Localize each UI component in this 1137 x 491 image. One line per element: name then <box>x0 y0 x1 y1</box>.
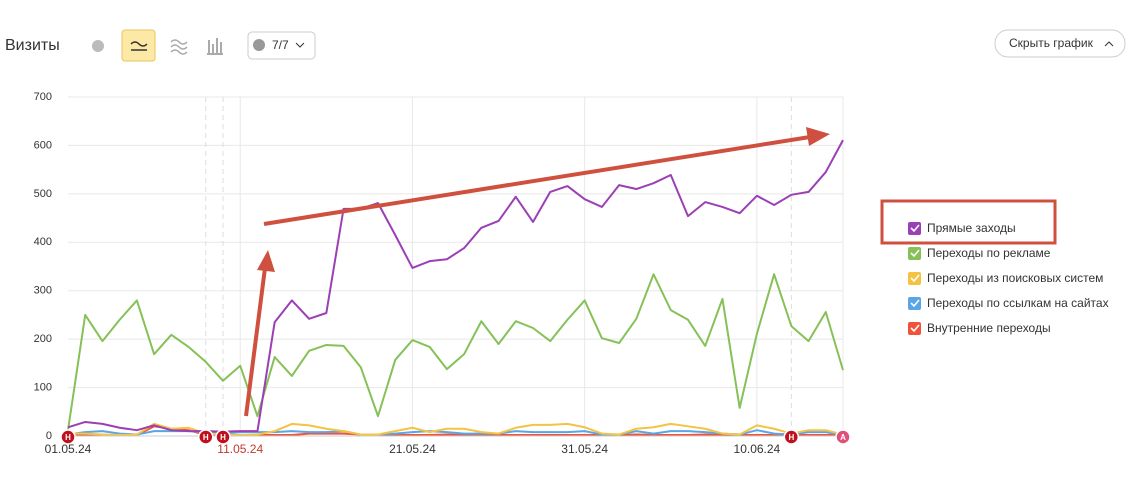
legend-checkbox[interactable] <box>908 297 921 310</box>
y-tick-label: 0 <box>46 430 52 442</box>
arrowhead <box>806 127 830 146</box>
legend-checkbox[interactable] <box>908 247 921 260</box>
event-label: Н <box>788 433 794 442</box>
legend-label: Переходы по ссылкам на сайтах <box>927 296 1109 310</box>
legend-label: Внутренние переходы <box>927 321 1051 335</box>
filter-label: 7/7 <box>272 38 289 52</box>
plot: 0 100 200 300 400 500 600 700 01.05.24 11.05.24 21… <box>34 91 1109 456</box>
legend-label: Прямые заходы <box>927 221 1016 235</box>
x-tick-label: 21.05.24 <box>389 442 436 456</box>
y-tick-label: 200 <box>34 333 52 345</box>
event-label: А <box>840 433 846 442</box>
y-tick-label: 400 <box>34 236 52 248</box>
filter-dropdown[interactable] <box>247 31 316 60</box>
legend-check <box>910 274 920 283</box>
legend-check <box>910 324 920 333</box>
line-icon[interactable] <box>121 29 156 62</box>
event-label: Н <box>220 433 226 442</box>
area-icon[interactable] <box>170 39 188 55</box>
y-tick-label: 300 <box>34 285 52 297</box>
legend-check <box>910 249 920 258</box>
series-line <box>67 273 844 431</box>
legend-check <box>910 299 920 308</box>
pie-icon[interactable] <box>92 40 104 52</box>
event-marker <box>60 429 76 445</box>
event-marker <box>198 429 214 445</box>
hide-chart-label: Скрыть график <box>1009 36 1094 50</box>
arrow <box>244 267 267 417</box>
x-tick-label: 31.05.24 <box>561 442 608 456</box>
y-tick-label: 100 <box>34 381 52 393</box>
chart-type-icons <box>92 29 223 62</box>
event-marker <box>835 429 851 445</box>
legend-check <box>910 224 920 233</box>
legend-label: Переходы по рекламе <box>927 246 1051 260</box>
series-line <box>67 139 844 433</box>
legend-label: Переходы из поисковых систем <box>927 271 1103 285</box>
page-title: Визиты <box>5 37 60 54</box>
arrowhead <box>257 250 275 272</box>
event-marker <box>215 429 231 445</box>
arrow <box>263 135 811 226</box>
x-tick-label: 01.05.24 <box>45 442 92 456</box>
legend-checkbox[interactable] <box>908 222 921 235</box>
highlight-box <box>880 199 1057 245</box>
x-tick-label: 11.05.24 <box>217 442 263 456</box>
y-tick-label: 500 <box>34 188 52 200</box>
overlay-annotations <box>244 127 1057 417</box>
y-tick-label: 600 <box>34 139 52 151</box>
legend-checkbox[interactable] <box>908 322 921 335</box>
legend-checkbox[interactable] <box>908 272 921 285</box>
y-tick-label: 700 <box>34 91 52 103</box>
event-marker <box>783 429 800 445</box>
event-label: Н <box>65 433 71 442</box>
x-tick-label: 10.06.24 <box>734 442 781 456</box>
bar-icon[interactable] <box>207 38 223 55</box>
event-label: Н <box>203 433 209 442</box>
hide-chart-button[interactable] <box>994 29 1126 58</box>
